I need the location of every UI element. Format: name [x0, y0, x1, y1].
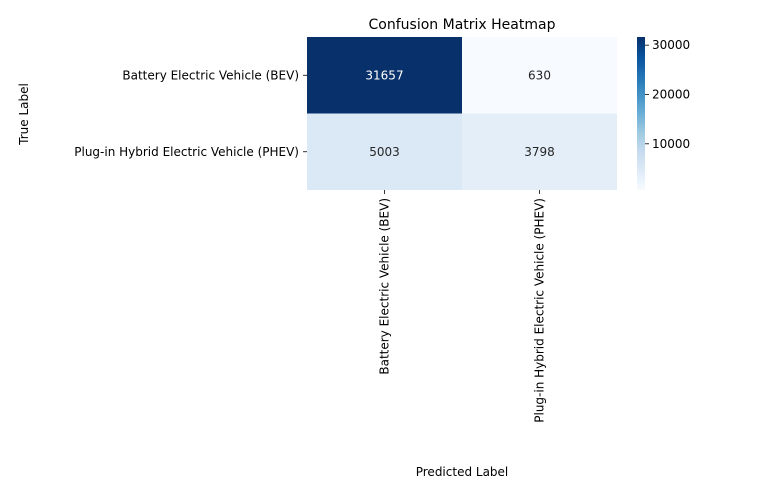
- colorbar-tick-label: 20000: [652, 87, 690, 101]
- heatmap-cell: [307, 113, 462, 190]
- colorbar: 10000 20000 30000: [637, 37, 690, 190]
- y-axis-label: True Label: [17, 83, 31, 146]
- cell-value-label: 630: [528, 68, 551, 82]
- cell-value-label: 3798: [524, 145, 555, 159]
- x-axis: Battery Electric Vehicle (BEV) Plug-in Hy…: [378, 190, 547, 423]
- heatmap-cell: [462, 37, 617, 114]
- heatmap-cell: [462, 113, 617, 190]
- y-tick-label: Plug-in Hybrid Electric Vehicle (PHEV): [74, 145, 299, 159]
- y-tick-label: Battery Electric Vehicle (BEV): [122, 68, 299, 82]
- heatmap-cell: [307, 37, 462, 114]
- x-axis-label: Predicted Label: [416, 465, 509, 479]
- heatmap-cells: [307, 37, 617, 190]
- cell-value-labels: 31657 630 5003 3798: [365, 68, 554, 159]
- cell-value-label: 5003: [369, 145, 400, 159]
- x-tick-label: Battery Electric Vehicle (BEV): [378, 198, 392, 375]
- y-axis: Battery Electric Vehicle (BEV) Plug-in Hy…: [74, 68, 307, 159]
- colorbar-tick-label: 10000: [652, 137, 690, 151]
- cell-value-label: 31657: [365, 68, 403, 82]
- colorbar-gradient: [637, 37, 645, 190]
- chart-title: Confusion Matrix Heatmap: [369, 17, 556, 33]
- x-tick-label: Plug-in Hybrid Electric Vehicle (PHEV): [533, 198, 547, 423]
- colorbar-tick-label: 30000: [652, 38, 690, 52]
